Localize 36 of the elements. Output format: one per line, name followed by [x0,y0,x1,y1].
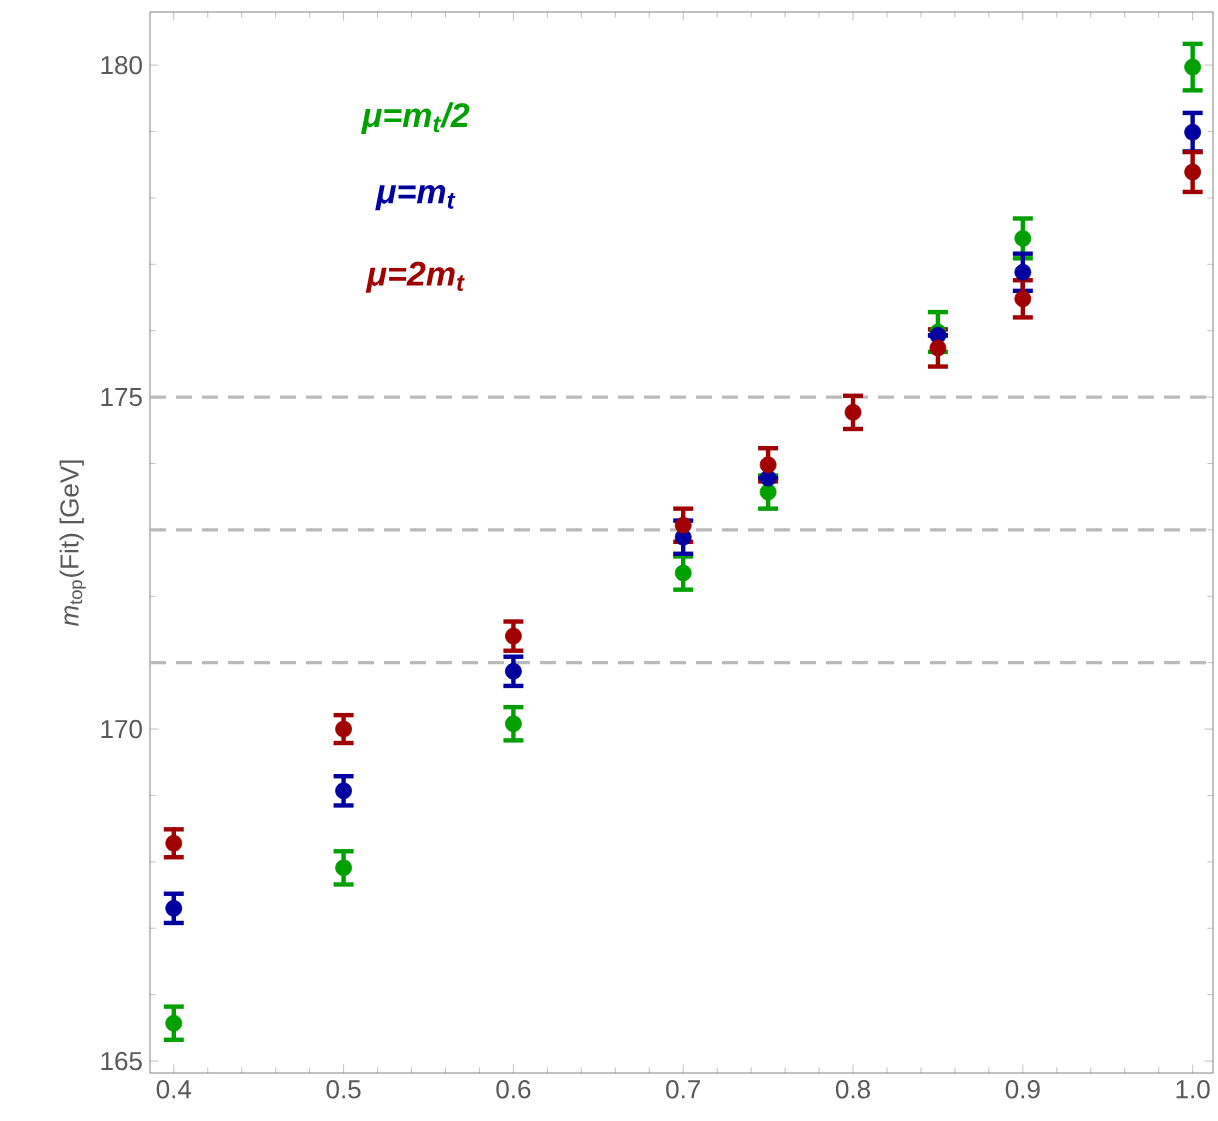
text: μ=2m$_{t}$ [365,261,465,293]
point [505,627,522,645]
point [929,339,947,357]
point [165,834,183,852]
y-tick-label: 175 [101,388,142,407]
point [674,564,692,582]
point [335,859,352,877]
point [165,1014,183,1032]
x-tick-label: 1.0 [1176,1080,1210,1099]
point [505,662,522,680]
text: μ=m$_{t}$/2 [361,102,470,134]
point [165,899,183,917]
point [759,456,777,474]
y-tick-label: 170 [101,719,142,739]
point [1014,263,1032,281]
x-tick-label: 0.8 [835,1080,870,1099]
point [759,483,777,501]
x-tick-label: 0.5 [326,1080,361,1099]
point [1184,58,1202,76]
y-axis-title: m$_{top}$(Fit) [GeV] [59,460,86,626]
point [1014,230,1032,247]
point [505,715,522,733]
point [335,720,352,738]
point [1184,163,1202,181]
point [1014,290,1032,308]
point [844,403,862,421]
point [674,516,692,534]
point [335,782,352,800]
x-tick-label: 0.7 [666,1080,700,1099]
text: μ=m$_{t}$ [375,185,456,211]
x-tick-label: 0.6 [496,1080,531,1099]
y-tick-label: 165 [101,1051,142,1071]
x-tick-label: 0.9 [1005,1080,1040,1099]
x-tick-label: 0.4 [156,1080,192,1099]
point [1184,123,1202,141]
y-tick-label: 180 [101,55,142,75]
